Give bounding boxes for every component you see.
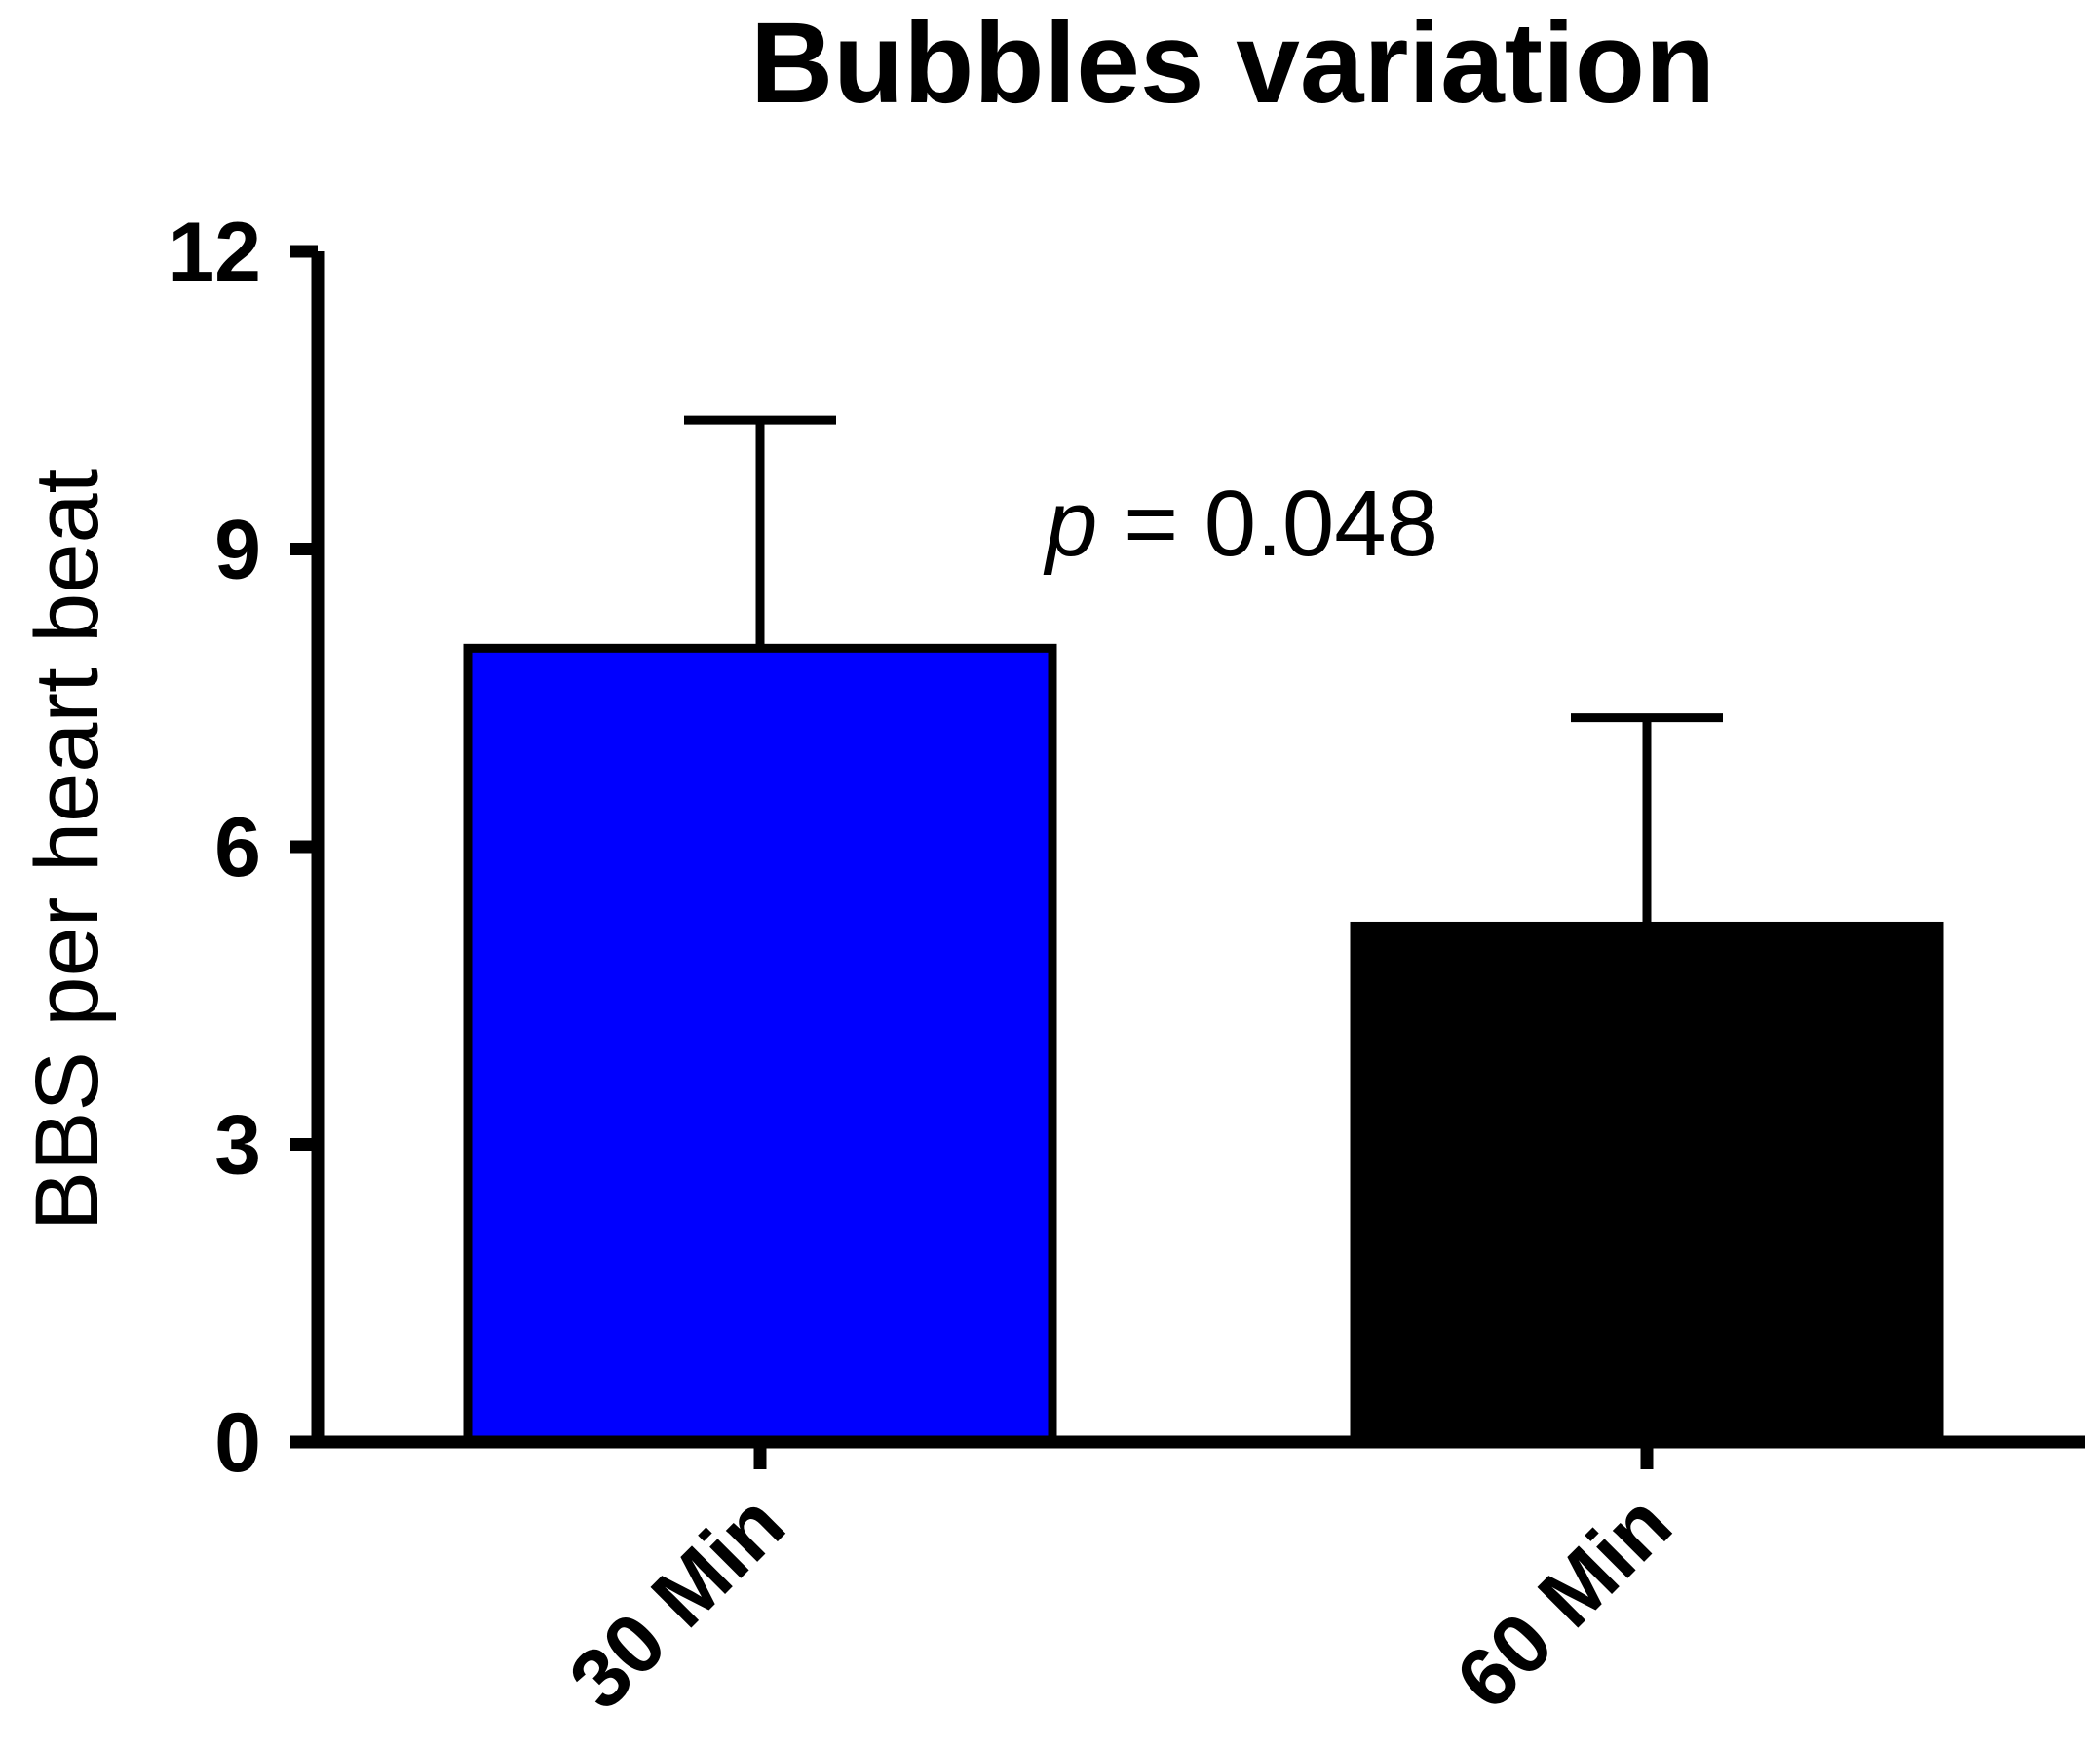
y-tick-label-9: 9	[214, 504, 261, 597]
p-symbol: p	[1043, 472, 1097, 576]
x-ticks-group: 30 Min 60 Min	[552, 1442, 1689, 1728]
y-tick-label-12: 12	[168, 206, 261, 299]
y-axis-label: BBS per heart beat	[18, 469, 117, 1232]
bar-1	[463, 643, 1057, 1447]
y-ticks-group: 0 3 6 9 12	[168, 206, 318, 1490]
x-tick-label-2: 60 Min	[1438, 1477, 1689, 1728]
x-tick-label-1: 30 Min	[552, 1477, 802, 1728]
p-value-annotation: p = 0.048	[1043, 472, 1438, 576]
y-tick-label-3: 3	[214, 1099, 261, 1193]
y-tick-label-6: 6	[214, 801, 261, 894]
error-bars-group	[684, 415, 1723, 927]
chart-title: Bubbles variation	[750, 0, 1715, 128]
p-value-text: = 0.048	[1097, 472, 1438, 576]
y-tick-label-0: 0	[214, 1396, 261, 1490]
bar-2	[1350, 921, 1944, 1447]
bars-group	[463, 643, 1944, 1447]
